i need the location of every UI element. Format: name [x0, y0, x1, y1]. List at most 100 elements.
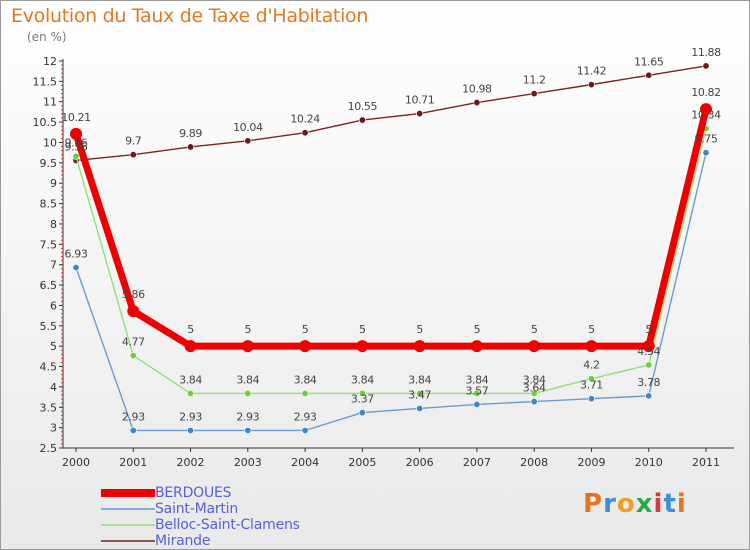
y-tick-label: 4.5	[40, 361, 58, 374]
legend-label-mirande: Mirande	[155, 533, 211, 549]
data-label-berdoues: 10.82	[691, 86, 721, 99]
legend-item-berdoues: BERDOUES	[101, 485, 300, 501]
data-point-berdoues	[184, 340, 197, 353]
logo-letter: P	[583, 489, 604, 519]
data-point-belloc-saint-clamens	[530, 389, 538, 397]
y-tick-label: 9.5	[40, 157, 58, 170]
x-tick-label: 2000	[62, 456, 90, 469]
data-point-belloc-saint-clamens	[301, 389, 309, 397]
legend-swatch-belloc-saint-clamens	[101, 524, 155, 526]
data-label-mirande: 10.24	[290, 113, 320, 126]
x-tick-label: 2001	[119, 456, 147, 469]
y-tick-label: 2.5	[40, 442, 58, 455]
legend: BERDOUES Saint-Martin Belloc-Saint-Clame…	[101, 485, 300, 549]
x-tick-label: 2006	[406, 456, 434, 469]
series-line-belloc-saint-clamens	[75, 128, 707, 395]
y-tick-label: 5.5	[40, 320, 58, 333]
data-point-saint-martin	[72, 264, 80, 272]
y-tick-label: 3.5	[40, 401, 58, 414]
data-label-berdoues: 5	[245, 323, 252, 336]
y-tick-label: 11	[43, 96, 57, 109]
data-point-mirande	[129, 151, 137, 159]
y-tick-label: 11.5	[33, 75, 58, 88]
y-tick-label: 6	[50, 299, 57, 312]
data-label-belloc-saint-clamens: 3.84	[465, 373, 488, 386]
series-line-saint-martin	[75, 152, 707, 432]
data-label-mirande: 10.98	[462, 83, 492, 96]
data-label-berdoues: 5	[588, 323, 595, 336]
data-point-belloc-saint-clamens	[187, 389, 195, 397]
data-label-berdoues: 5	[416, 323, 423, 336]
data-point-berdoues	[241, 340, 254, 353]
legend-label-saint-martin: Saint-Martin	[155, 501, 239, 517]
data-point-belloc-saint-clamens	[358, 389, 366, 397]
data-point-saint-martin	[473, 400, 481, 408]
data-point-saint-martin	[358, 409, 366, 417]
legend-label-berdoues: BERDOUES	[155, 485, 232, 501]
data-point-berdoues	[642, 340, 655, 353]
chart-title: Evolution du Taux de Taxe d'Habitation	[11, 5, 369, 27]
legend-swatch-berdoues	[101, 489, 155, 497]
data-label-berdoues: 5	[531, 323, 538, 336]
data-point-saint-martin	[301, 426, 309, 434]
data-point-belloc-saint-clamens	[129, 352, 137, 360]
data-label-belloc-saint-clamens: 3.84	[294, 373, 317, 386]
data-label-belloc-saint-clamens: 4.54	[637, 345, 660, 358]
data-point-belloc-saint-clamens	[587, 375, 595, 383]
data-point-berdoues	[127, 305, 140, 318]
data-point-belloc-saint-clamens	[645, 361, 653, 369]
y-tick-label: 8	[50, 218, 57, 231]
data-point-mirande	[587, 81, 595, 89]
proxiti-logo: Proxiti	[583, 489, 687, 519]
data-label-saint-martin: 3.37	[351, 393, 374, 406]
data-point-mirande	[473, 99, 481, 107]
logo-letter: i	[653, 489, 664, 519]
data-point-mirande	[702, 62, 710, 70]
data-point-mirande	[244, 137, 252, 145]
data-point-saint-martin	[416, 404, 424, 412]
x-tick-label: 2008	[520, 456, 548, 469]
x-tick-label: 2004	[291, 456, 319, 469]
logo-letter: x	[635, 489, 654, 519]
data-label-belloc-saint-clamens: 3.84	[523, 373, 546, 386]
data-label-belloc-saint-clamens: 10.34	[691, 109, 721, 122]
legend-item-belloc-saint-clamens: Belloc-Saint-Clamens	[101, 517, 300, 533]
data-label-saint-martin: 6.93	[65, 248, 88, 261]
data-label-saint-martin: 2.93	[236, 410, 259, 423]
data-point-belloc-saint-clamens	[244, 389, 252, 397]
series-line-berdoues	[72, 108, 710, 350]
data-label-mirande: 10.04	[233, 121, 263, 134]
data-label-saint-martin: 2.93	[179, 410, 202, 423]
legend-label-belloc-saint-clamens: Belloc-Saint-Clamens	[155, 517, 300, 533]
y-tick-label: 7.5	[40, 238, 58, 251]
data-point-saint-martin	[587, 395, 595, 403]
data-label-saint-martin: 3.47	[408, 388, 431, 401]
y-tick-label: 4	[50, 381, 57, 394]
data-label-saint-martin: 2.93	[122, 410, 145, 423]
y-tick-label: 5	[50, 340, 57, 353]
y-tick-label: 7	[50, 259, 57, 272]
logo-letter: i	[676, 489, 687, 519]
data-label-berdoues: 5	[302, 323, 309, 336]
logo-letter: t	[663, 489, 677, 519]
x-tick-label: 2005	[348, 456, 376, 469]
data-point-saint-martin	[645, 392, 653, 400]
data-label-saint-martin: 3.78	[637, 376, 660, 389]
data-point-berdoues	[70, 127, 82, 140]
data-label-saint-martin: 2.93	[294, 410, 317, 423]
data-point-berdoues	[700, 103, 712, 116]
data-point-saint-martin	[702, 149, 710, 157]
data-label-mirande: 10.71	[405, 94, 435, 107]
data-label-belloc-saint-clamens: 3.84	[351, 373, 374, 386]
data-label-saint-martin: 3.71	[580, 379, 603, 392]
unit-label: (en %)	[27, 30, 67, 44]
data-label-saint-martin: 3.64	[523, 382, 546, 395]
data-point-mirande	[645, 71, 653, 79]
data-label-belloc-saint-clamens: 4.77	[122, 336, 145, 349]
data-label-berdoues: 5	[474, 323, 481, 336]
data-point-mirande	[358, 116, 366, 124]
legend-swatch-saint-martin	[101, 508, 155, 510]
y-tick-label: 10.5	[33, 116, 58, 129]
